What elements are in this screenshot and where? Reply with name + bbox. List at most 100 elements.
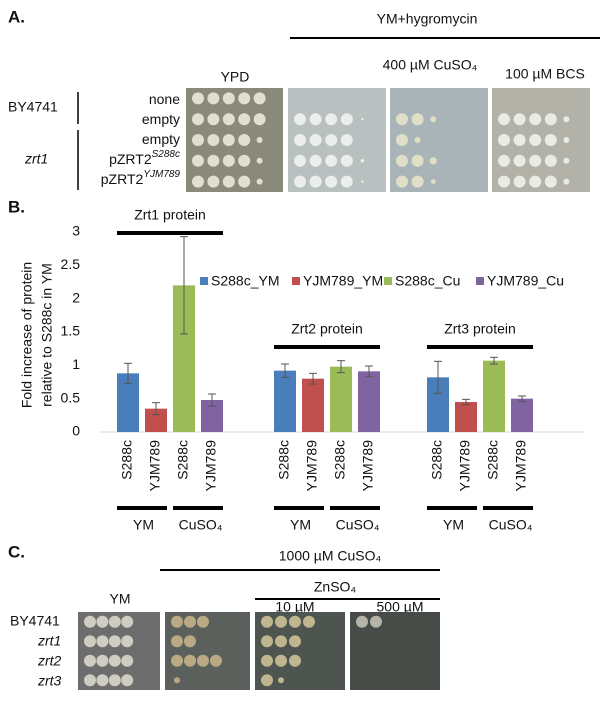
legend-swatch: [292, 277, 300, 285]
colony-spot: [238, 113, 251, 126]
colony-spot: [84, 635, 96, 648]
colony-spot: [396, 154, 408, 167]
x-tick-label: YJM789: [147, 440, 163, 492]
colony-spot: [544, 134, 557, 146]
colony-spot: [544, 175, 557, 188]
legend-swatch: [476, 277, 484, 285]
colony-spot: [207, 113, 220, 126]
colony-spot: [192, 113, 204, 126]
colony-spot: [171, 654, 183, 667]
colony-spot: [174, 677, 180, 684]
plate-label: 500 µM: [377, 599, 424, 615]
row-label-text: empty: [142, 111, 180, 127]
plate-label: YPD: [221, 69, 250, 85]
colony-spot: [340, 134, 353, 146]
colony-spot: [529, 175, 542, 188]
y-tick-label: 3: [72, 223, 80, 239]
colony-spot: [513, 175, 526, 188]
strain: zrt2: [37, 653, 62, 669]
colony-spot: [108, 674, 121, 687]
x-tick-label: S288c: [175, 440, 191, 480]
colony-spot: [563, 116, 570, 123]
colony-spot: [361, 118, 364, 121]
strain: zrt1: [37, 633, 61, 649]
colony-spot: [238, 134, 251, 146]
colony-spot: [289, 635, 301, 648]
x-tick-label: YJM789: [513, 440, 529, 492]
colony-spot: [275, 635, 287, 648]
colony-spot: [261, 635, 273, 648]
panel-letter: C.: [8, 542, 25, 561]
row-label: pZRT2S288c: [109, 149, 180, 167]
colony-spot: [261, 615, 273, 628]
colony-spot: [222, 175, 235, 188]
colony-spot: [309, 154, 322, 167]
y-title: relative to S288c in YM: [39, 263, 55, 407]
colony-spot: [325, 113, 338, 126]
error-bar: [365, 365, 373, 378]
legend-label: S288c_YM: [211, 273, 279, 289]
colony-spot: [563, 178, 570, 185]
condition-label: YM: [443, 517, 464, 533]
colony-spot: [171, 615, 183, 628]
panel-letter: B.: [8, 197, 25, 216]
treatment: YM+hygromycin: [377, 11, 478, 27]
legend-swatch: [200, 277, 208, 285]
colony-spot: [184, 654, 196, 667]
colony-spot: [171, 635, 183, 648]
colony-spot: [275, 654, 287, 667]
colony-spot: [278, 677, 284, 684]
row-label-text: empty: [142, 131, 180, 147]
colony-spot: [253, 92, 266, 105]
colony-spot: [289, 615, 301, 628]
error-bar: [337, 360, 345, 374]
colony-spot: [309, 175, 322, 188]
group-title: Zrt2 protein: [291, 321, 363, 337]
colony-spot: [289, 654, 301, 667]
colony-spot: [430, 179, 436, 185]
colony-spot: [222, 113, 235, 126]
condition-label: YM: [133, 517, 154, 533]
colony-spot: [192, 92, 204, 105]
group-title: Zrt3 protein: [444, 321, 516, 337]
colony-spot: [498, 134, 510, 146]
colony-spot: [294, 154, 306, 167]
colony-spot: [108, 635, 121, 648]
colony-spot: [256, 178, 263, 185]
colony-spot: [108, 615, 121, 628]
plate-label: YM: [110, 591, 131, 607]
row-label: pZRT2YJM789: [101, 169, 181, 187]
colony-spot: [261, 674, 273, 687]
colony-spot: [411, 175, 424, 188]
colony-spot: [184, 635, 196, 648]
colony-spot: [498, 113, 510, 126]
bar: [330, 366, 352, 432]
error-bar: [462, 398, 470, 406]
colony-spot: [529, 113, 542, 126]
error-bar: [309, 372, 317, 385]
y-tick-label: 1.5: [61, 323, 81, 339]
colony-spot: [563, 157, 570, 164]
condition-label: CuSO₄: [489, 517, 533, 533]
error-bar: [434, 360, 442, 394]
row-label: none: [149, 91, 180, 107]
colony-spot: [84, 674, 96, 687]
x-tick-label: YJM789: [203, 440, 219, 492]
colony-spot: [356, 615, 368, 628]
error-bar: [152, 402, 160, 416]
bar: [145, 408, 167, 432]
colony-spot: [325, 154, 338, 167]
colony-spot: [411, 113, 424, 126]
legend-label: YJM789_Cu: [487, 273, 564, 289]
row-label: empty: [142, 131, 180, 147]
row-label-text: none: [149, 91, 180, 107]
bar: [483, 360, 505, 432]
colony-spot: [184, 615, 196, 628]
colony-spot: [294, 134, 306, 146]
colony-spot: [309, 113, 322, 126]
colony-spot: [207, 175, 220, 188]
colony-spot: [325, 134, 338, 146]
colony-spot: [513, 134, 526, 146]
colony-spot: [529, 134, 542, 146]
